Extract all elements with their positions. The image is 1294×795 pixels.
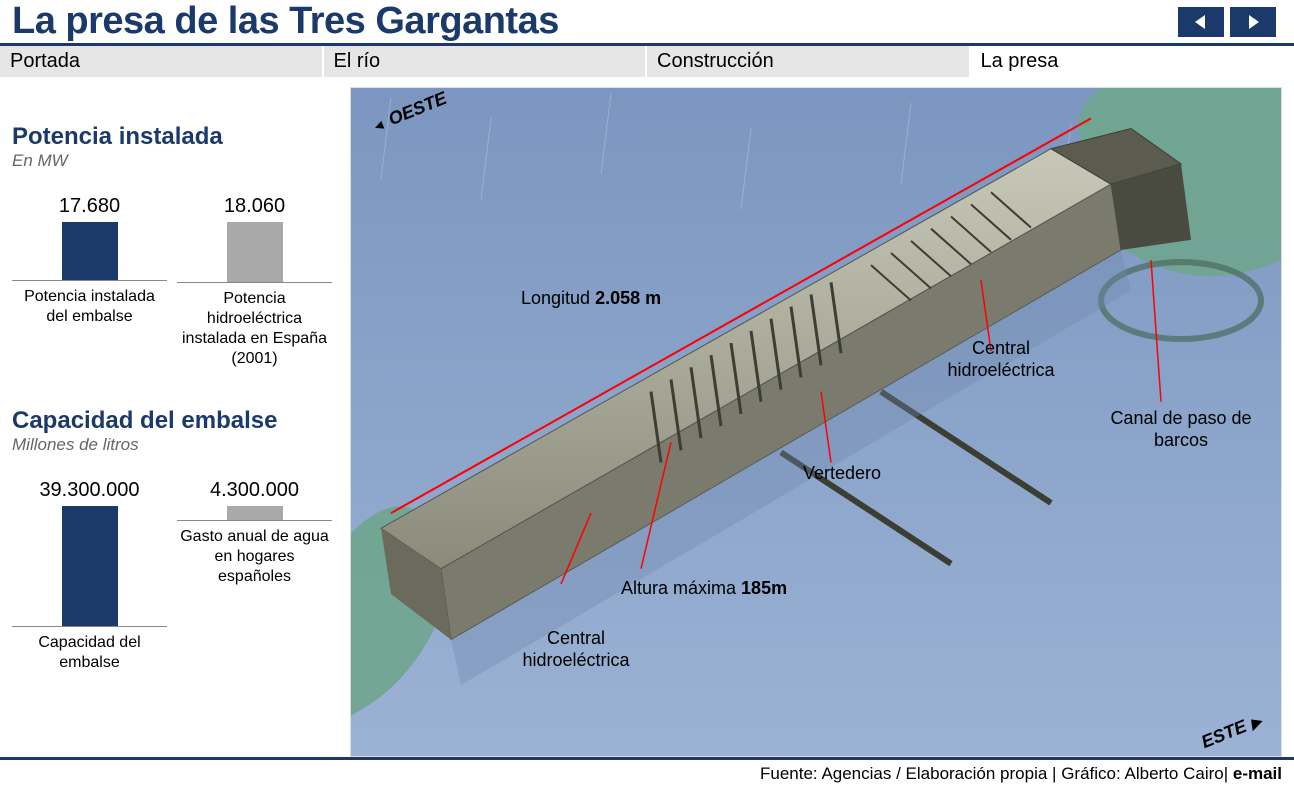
bar-value: 18.060 <box>224 195 285 218</box>
footer-graphic-prefix: Gráfico: <box>1061 764 1124 783</box>
bar-rect <box>227 506 283 520</box>
bar-value: 17.680 <box>59 195 120 218</box>
bar-rect <box>62 222 118 280</box>
bar-caption: Potencia hidroeléctrica instalada en Esp… <box>180 289 330 369</box>
label-longitud: Longitud 2.058 m <box>521 288 661 310</box>
tabs: Portada El río Construcción La presa <box>0 43 1294 77</box>
dam-diagram: ◄ OESTE ESTE ▶ Longitud 2.058 m Altura m… <box>350 87 1282 757</box>
body: Potencia instalada En MW 17.680 Potencia… <box>0 77 1294 757</box>
footer-rule <box>0 757 1294 760</box>
bar-col: 4.300.000 Gasto anual de agua en hogares… <box>177 479 332 673</box>
page-title: La presa de las Tres Gargantas <box>12 0 559 43</box>
bar-caption: Potencia instalada del embalse <box>15 287 165 327</box>
chart-capacity-bars: 39.300.000 Capacidad del embalse 4.300.0… <box>12 479 332 673</box>
footer-source: Agencias / Elaboración propia <box>821 764 1047 783</box>
chart-capacity: Capacidad del embalse Millones de litros… <box>12 407 332 673</box>
chart-power: Potencia instalada En MW 17.680 Potencia… <box>12 123 332 369</box>
bar-baseline <box>12 280 167 281</box>
footer-email-link[interactable]: e-mail <box>1233 764 1282 783</box>
nav-arrows <box>1178 7 1282 37</box>
chart-capacity-title: Capacidad del embalse <box>12 407 332 435</box>
bar-value: 4.300.000 <box>210 479 299 502</box>
tab-construccion[interactable]: Construcción <box>647 46 971 77</box>
bar-baseline <box>12 626 167 627</box>
bar-rect <box>227 222 283 282</box>
bar-baseline <box>177 520 332 521</box>
bar-col: 17.680 Potencia instalada del embalse <box>12 195 167 369</box>
header: La presa de las Tres Gargantas <box>0 0 1294 43</box>
chart-power-bars: 17.680 Potencia instalada del embalse 18… <box>12 195 332 369</box>
footer-sep: | <box>1047 764 1061 783</box>
sidebar: Potencia instalada En MW 17.680 Potencia… <box>12 87 332 757</box>
footer-email-sep: | <box>1224 764 1233 783</box>
label-central-left: Central hidroeléctrica <box>506 628 646 671</box>
chart-power-subtitle: En MW <box>12 151 332 171</box>
bar-caption: Gasto anual de agua en hogares españoles <box>180 527 330 587</box>
chart-power-title: Potencia instalada <box>12 123 332 151</box>
label-central-right: Central hidroeléctrica <box>931 338 1071 381</box>
tab-presa[interactable]: La presa <box>971 46 1294 77</box>
bar-baseline <box>177 282 332 283</box>
arrow-left-icon <box>1192 13 1210 31</box>
label-canal: Canal de paso de barcos <box>1101 408 1261 451</box>
footer-graphic-author: Alberto Cairo <box>1125 764 1224 783</box>
bar-rect <box>62 506 118 626</box>
bar-col: 39.300.000 Capacidad del embalse <box>12 479 167 673</box>
label-vertedero: Vertedero <box>803 463 881 485</box>
arrow-right-icon <box>1244 13 1262 31</box>
tab-portada[interactable]: Portada <box>0 46 324 77</box>
bar-value: 39.300.000 <box>39 479 139 502</box>
bar-col: 18.060 Potencia hidroeléctrica instalada… <box>177 195 332 369</box>
footer: Fuente: Agencias / Elaboración propia | … <box>0 764 1294 790</box>
chart-capacity-subtitle: Millones de litros <box>12 435 332 455</box>
footer-source-prefix: Fuente: <box>760 764 821 783</box>
prev-button[interactable] <box>1178 7 1224 37</box>
label-altura: Altura máxima 185m <box>621 578 787 600</box>
next-button[interactable] <box>1230 7 1276 37</box>
tab-rio[interactable]: El río <box>324 46 648 77</box>
bar-caption: Capacidad del embalse <box>15 633 165 673</box>
